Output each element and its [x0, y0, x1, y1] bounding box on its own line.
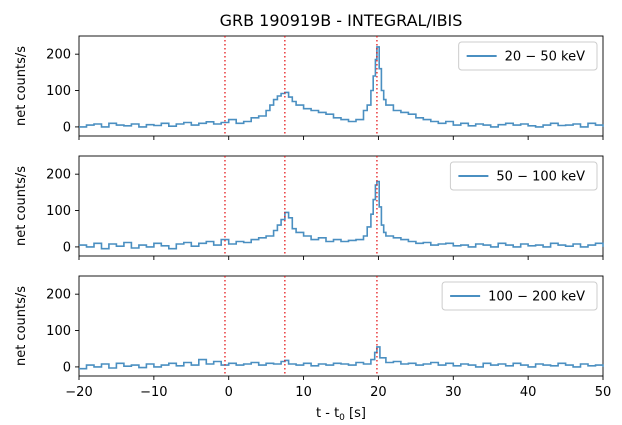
- panel-2-y-tick-label-100: 100: [46, 204, 71, 219]
- panel-1-y-ticks: 0 100 200: [46, 48, 79, 135]
- x-tick-label-1: −10: [140, 385, 167, 400]
- panel-1-vlines: [224, 36, 378, 136]
- x-tick-label-3: 10: [295, 385, 312, 400]
- panel-3-y-tick-label-0: 0: [63, 360, 71, 375]
- panel-2: 0 100 200 50 − 100 keV net counts/s: [14, 155, 604, 260]
- panel-2-series-line: [79, 180, 604, 250]
- panel-3-y-tick-label-200: 200: [46, 288, 71, 303]
- x-tick-label-5: 30: [445, 385, 462, 400]
- panel-2-vlines: [224, 156, 378, 256]
- x-tick-label-7: 50: [595, 385, 612, 400]
- panel-2-y-ticks: 0 100 200: [46, 168, 79, 255]
- x-tick-label-2: 0: [225, 385, 233, 400]
- panel-3-legend-box: [441, 281, 598, 311]
- x-tick-label-4: 20: [370, 385, 387, 400]
- panel-2-frame: [78, 155, 604, 257]
- panel-3-y-tick-label-100: 100: [46, 324, 71, 339]
- panel-1-legend-box: [458, 41, 598, 71]
- panel-3-frame: [78, 275, 604, 377]
- panel-2-y-tick-label-200: 200: [46, 168, 71, 183]
- x-axis-label-main: t - t: [316, 406, 339, 421]
- x-tick-label-6: 40: [520, 385, 537, 400]
- panel-1-frame: [78, 35, 604, 137]
- panel-3-vlines: [224, 276, 378, 376]
- x-axis-label-unit: [s]: [345, 406, 366, 421]
- panel-2-y-axis-label: net counts/s: [14, 166, 29, 246]
- panel-1-legend: 20 − 50 keV: [458, 41, 598, 71]
- panel-2-legend-box: [449, 161, 598, 191]
- chart-title: GRB 190919B - INTEGRAL/IBIS: [220, 11, 463, 30]
- panel-1-y-tick-label-200: 200: [46, 48, 71, 63]
- panel-1-y-tick-label-100: 100: [46, 84, 71, 99]
- panel-2-y-tick-label-0: 0: [63, 240, 71, 255]
- panel-3-legend: 100 − 200 keV: [441, 281, 598, 311]
- panel-3-series-line: [79, 346, 604, 370]
- panel-1-x-ticks: [78, 136, 604, 140]
- panel-2-legend: 50 − 100 keV: [449, 161, 598, 191]
- panel-3-y-ticks: 0 100 200: [46, 288, 79, 375]
- panel-1-y-tick-label-0: 0: [63, 120, 71, 135]
- panel-3-legend-label: 100 − 200 keV: [488, 290, 585, 305]
- x-tick-label-0: −20: [65, 385, 92, 400]
- panel-1: 0 100 200 20 − 50 keV net counts/s: [14, 35, 604, 140]
- panel-1-y-axis-label: net counts/s: [14, 46, 29, 126]
- x-axis-label-subscript: 0: [339, 413, 345, 423]
- panel-1-series-line: [79, 46, 604, 128]
- x-axis-label: t - t0 [s]: [316, 406, 366, 423]
- panel-2-x-ticks: [78, 256, 604, 260]
- panel-1-legend-label: 20 − 50 keV: [505, 50, 585, 65]
- panel-2-legend-label: 50 − 100 keV: [496, 170, 585, 185]
- panel-3-y-axis-label: net counts/s: [14, 286, 29, 366]
- panel-3-x-ticks: −20 −10 0 10 20 30 40 50: [65, 376, 611, 400]
